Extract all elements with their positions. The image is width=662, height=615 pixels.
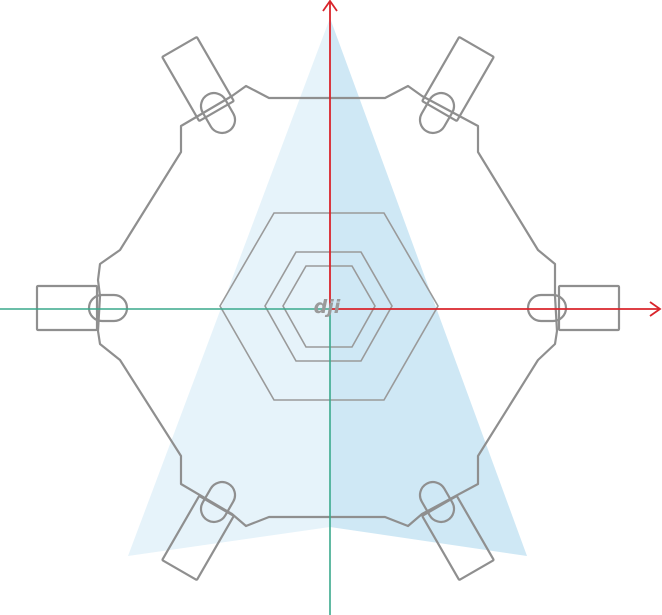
hub-hexagon-inner	[282, 265, 376, 348]
y-axis-arrowhead	[322, 0, 338, 12]
motor-arm-top-right	[418, 36, 495, 135]
hexacopter-frame	[96, 84, 559, 528]
field-of-view-left	[128, 18, 330, 556]
field-of-view	[128, 18, 527, 556]
dji-logo: dji	[314, 296, 341, 318]
motor-arm-bottom-left	[161, 480, 237, 581]
field-of-view-right	[330, 18, 527, 556]
x-axis-arrowhead	[649, 301, 662, 317]
motor-arm-left	[35, 284, 129, 332]
hub-hexagon-middle	[264, 251, 393, 362]
hub-hexagon-outer	[219, 212, 439, 401]
motor-arm-bottom-right	[418, 480, 495, 581]
motor-arm-right	[526, 284, 621, 332]
center-hub	[219, 212, 439, 401]
motor-arm-top-left	[161, 36, 237, 135]
